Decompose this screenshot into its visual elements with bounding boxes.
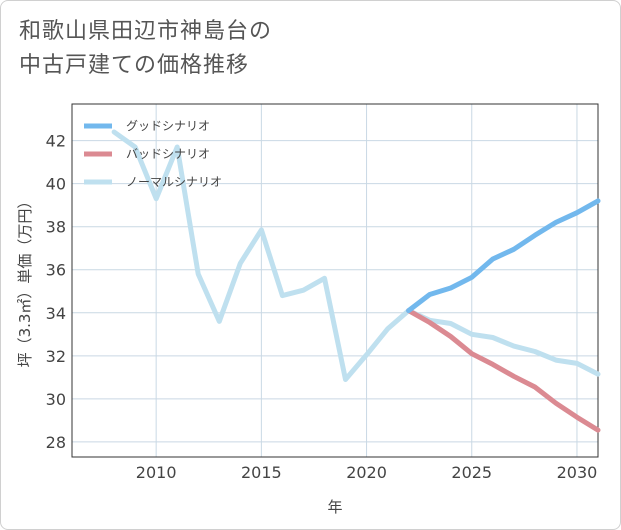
series-line-2[interactable] xyxy=(111,129,601,382)
series-line-1[interactable] xyxy=(406,308,601,433)
x-axis-label: 年 xyxy=(327,498,342,516)
x-tick-label: 2015 xyxy=(241,463,282,482)
y-tick-label: 38 xyxy=(46,218,66,237)
series-line-0[interactable] xyxy=(406,198,601,314)
x-tick-label: 2020 xyxy=(346,463,387,482)
chart-title: 和歌山県田辺市神島台の 中古戸建ての価格推移 xyxy=(19,15,539,83)
legend-label-0[interactable]: グッドシナリオ xyxy=(126,119,210,133)
legend-label-2[interactable]: ノーマルシナリオ xyxy=(126,175,222,189)
y-tick-label: 34 xyxy=(46,304,66,323)
x-tick-label: 2025 xyxy=(451,463,492,482)
y-tick-label: 30 xyxy=(46,390,66,409)
grid xyxy=(72,104,598,457)
chart-title-line-2: 中古戸建ての価格推移 xyxy=(19,53,250,78)
series-layer xyxy=(111,129,601,433)
y-tick-label: 40 xyxy=(46,175,66,194)
x-tick-label: 2010 xyxy=(136,463,177,482)
y-tick-label: 28 xyxy=(46,433,66,452)
axis-ticks: 2010 2015 2020 2025 2030 28 30 32 34 36 38 40 42 xyxy=(46,132,598,482)
y-tick-label: 36 xyxy=(46,261,66,280)
legend-label-1[interactable]: バッドシナリオ xyxy=(126,147,210,161)
y-tick-label: 42 xyxy=(46,132,66,151)
y-tick-label: 32 xyxy=(46,347,66,366)
y-axis-label: 坪（3.3㎡）単価（万円） xyxy=(16,194,34,368)
x-tick-label: 2030 xyxy=(557,463,598,482)
chart-title-line-1: 和歌山県田辺市神島台の xyxy=(19,19,273,44)
plot-area xyxy=(71,103,599,458)
